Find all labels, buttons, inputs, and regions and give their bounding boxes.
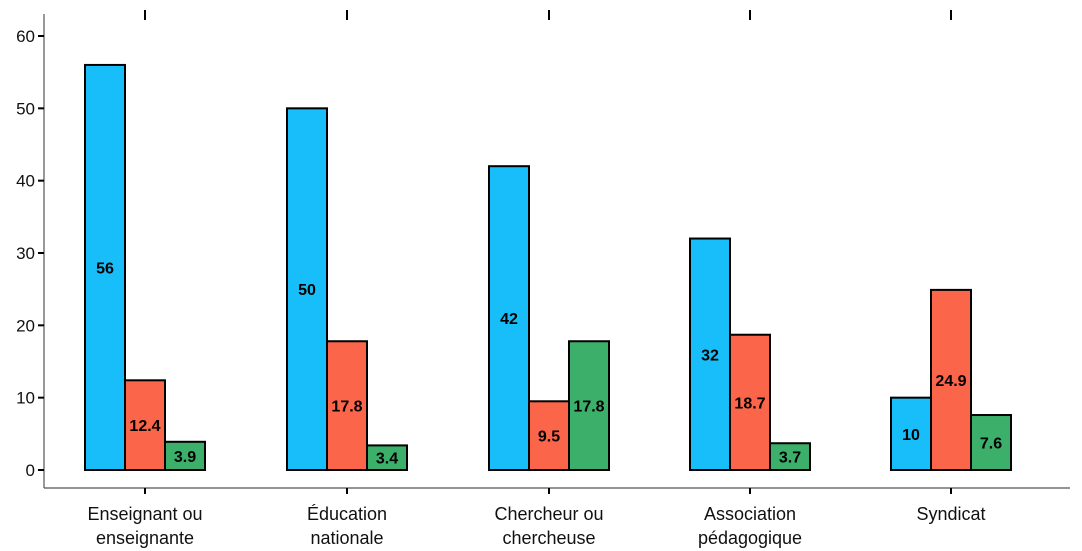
bar-data-label: 9.5	[538, 429, 560, 446]
x-tick-label: Association pédagogique	[698, 504, 802, 548]
bar-data-label: 10	[902, 427, 920, 444]
x-tick-label: Enseignant ou enseignante	[87, 504, 202, 548]
bar-data-label: 32	[701, 347, 719, 364]
y-tick-label: 40	[16, 172, 35, 191]
bar-data-label: 3.7	[779, 450, 801, 467]
bar-data-label: 3.9	[174, 449, 196, 466]
y-tick-label: 20	[16, 316, 35, 335]
bar-data-label: 24.9	[935, 373, 966, 390]
y-tick-label: 60	[16, 27, 35, 46]
bar	[366, 444, 408, 472]
bar	[970, 414, 1012, 472]
bar-data-label: 56	[96, 260, 114, 277]
bar	[890, 396, 932, 471]
bar	[528, 400, 570, 471]
x-tick-label: Éducation nationale	[307, 504, 387, 548]
bar	[326, 340, 368, 471]
bar-data-label: 3.4	[376, 451, 398, 468]
bar-data-label: 7.6	[980, 436, 1002, 453]
bar-data-label: 50	[298, 282, 316, 299]
bar-data-label: 18.7	[734, 395, 765, 412]
bar	[769, 442, 811, 471]
bar	[286, 107, 328, 471]
bar	[729, 333, 771, 471]
y-tick-label: 10	[16, 389, 35, 408]
bar	[84, 63, 126, 472]
x-axis: Enseignant ou enseignante Éducation nationa…	[44, 487, 1070, 548]
bar-data-label: 42	[500, 311, 518, 328]
data-labels: 56 50 42 32 10 12.4 17.8 9.5 18.7 24.9 3.9 3.4 17.8 3…	[96, 260, 1002, 467]
bar-data-label: 12.4	[129, 418, 160, 435]
bar	[164, 440, 206, 472]
y-tick-label: 30	[16, 244, 35, 263]
top-axis-ticks	[144, 10, 952, 20]
y-tick-label: 50	[16, 99, 35, 118]
x-tick-label: Syndicat	[916, 504, 985, 524]
x-tick-label: Chercheur ou chercheuse	[494, 504, 603, 548]
y-tick-label: 0	[26, 461, 35, 480]
bar	[689, 237, 731, 471]
bar-series	[84, 63, 1012, 472]
y-axis: 0 10 20 30 40 50 60	[16, 14, 45, 488]
bar	[124, 379, 166, 472]
bar	[488, 165, 530, 471]
bar	[930, 288, 972, 472]
bar-data-label: 17.8	[573, 399, 604, 416]
bar-data-label: 17.8	[331, 399, 362, 416]
bar	[568, 340, 610, 471]
